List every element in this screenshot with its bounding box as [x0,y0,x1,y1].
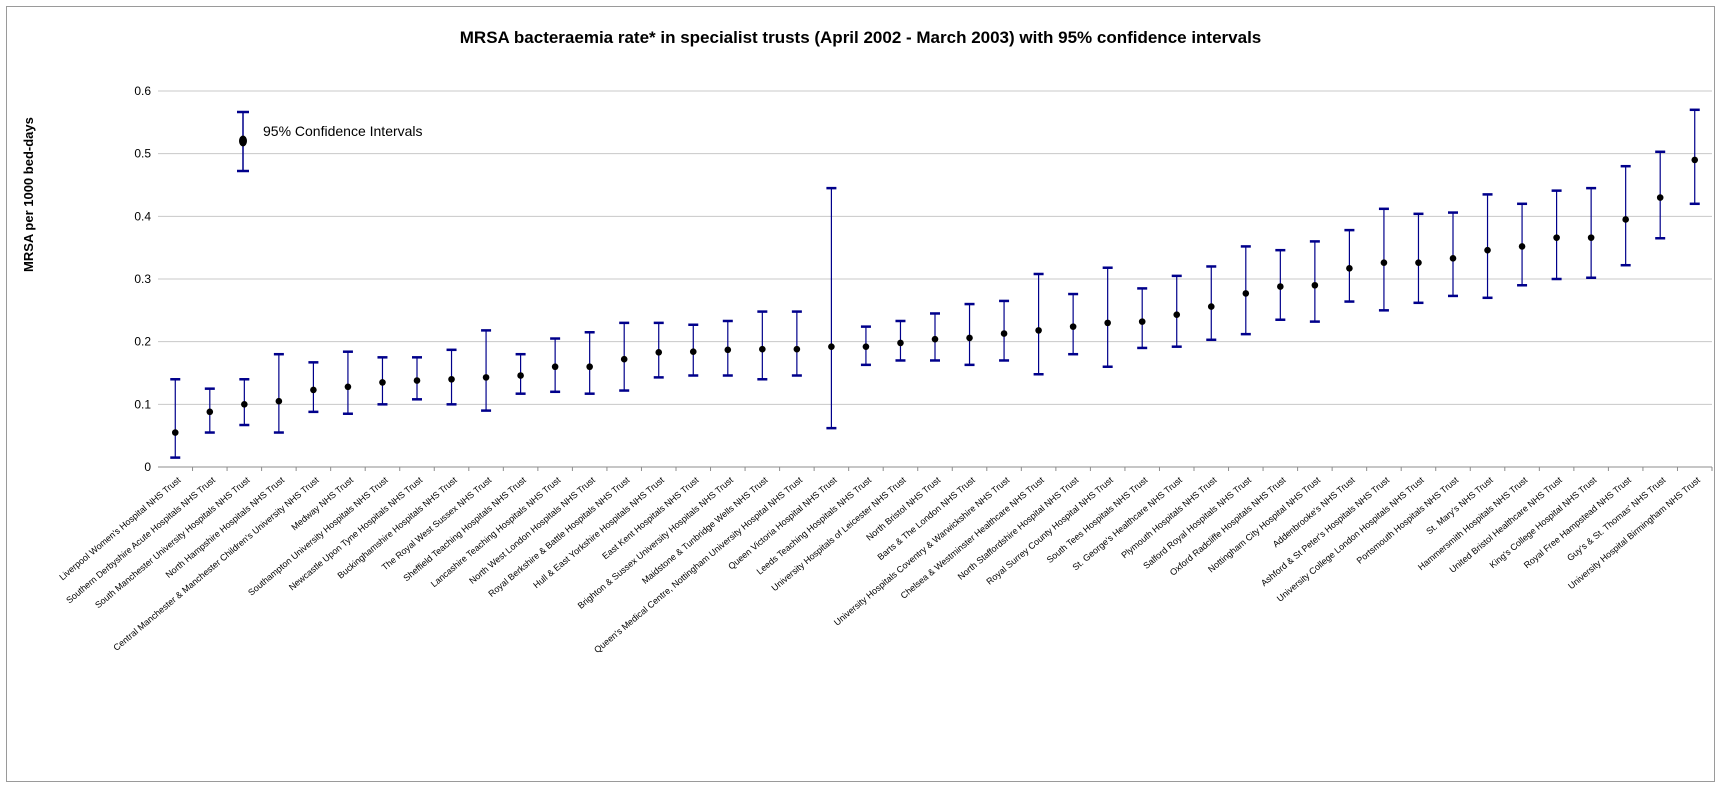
data-point [171,429,179,436]
data-point [1346,265,1353,272]
legend-point [239,135,247,147]
data-point [448,375,455,383]
data-point [724,346,732,354]
category-labels: Liverpool Women's Hospital NHS TrustSout… [57,475,1702,655]
data-point [793,345,801,353]
category-label: Royal Surrey County Hospital NHS Trust [984,475,1115,587]
y-tick-label: 0 [144,460,151,474]
data-point [862,343,870,350]
chart-title: MRSA bacteraemia rate* in specialist tru… [459,28,1262,47]
data-point [1311,281,1319,289]
category-label: South Manchester University Hospitals NH… [93,475,252,611]
data-point [1104,319,1111,327]
data-point [1380,259,1388,267]
data-point [1000,330,1008,337]
data-point [1069,323,1077,330]
data-point [759,345,766,353]
data-point [1484,246,1491,254]
data-point [241,401,248,408]
y-tick-label: 0.3 [134,272,151,286]
data-point [275,397,283,405]
data-point [897,339,904,347]
data-point [1553,234,1560,241]
chart-frame [6,6,1715,782]
data-point [344,383,352,391]
data-point [1691,156,1699,164]
data-point [1518,243,1526,250]
error-bars [170,108,1700,459]
data-point [966,334,973,342]
data-point [482,374,490,381]
data-point [206,408,214,416]
data-point [1622,216,1629,223]
y-tick-label: 0.6 [134,84,151,98]
data-point [1449,255,1457,262]
category-label: Ashford & St Peter's Hospitals NHS Trust [1259,475,1392,589]
category-label: Maidstone & Tunbridge Wells NHS Trust [640,475,770,586]
data-point [310,386,317,394]
y-tick-label: 0.2 [134,335,151,349]
data-point [1035,327,1042,334]
y-tick-label: 0.5 [134,147,151,161]
data-point [655,349,663,356]
data-point [1173,311,1181,319]
data-point [413,377,421,384]
data-point [586,363,593,371]
data-point [1242,290,1250,297]
data-point [517,372,524,379]
data-point [1277,283,1284,290]
category-label: Liverpool Women's Hospital NHS Trust [57,475,183,583]
category-label: Sheffield Teaching Hospitals NHS Trust [401,475,528,584]
data-point [689,348,697,355]
data-point [551,363,559,371]
data-point [931,335,939,343]
legend-label: 95% Confidence Intervals [263,123,423,139]
data-point [828,343,835,350]
legend: 95% Confidence Intervals [237,110,423,173]
data-point [1138,318,1146,325]
data-point [1656,194,1664,201]
data-point [1415,259,1422,267]
data-point [1587,234,1595,241]
category-label: North West London Hospitals NHS Trust [467,475,597,586]
y-axis: 0 0.1 0.2 0.3 0.4 0.5 0.6 [134,84,1713,474]
data-point [1207,303,1215,310]
data-point [620,355,628,363]
category-label: Medway NHS Trust [289,475,355,533]
y-tick-label: 0.1 [134,397,151,411]
y-tick-label: 0.4 [134,209,151,223]
data-point [379,379,386,386]
